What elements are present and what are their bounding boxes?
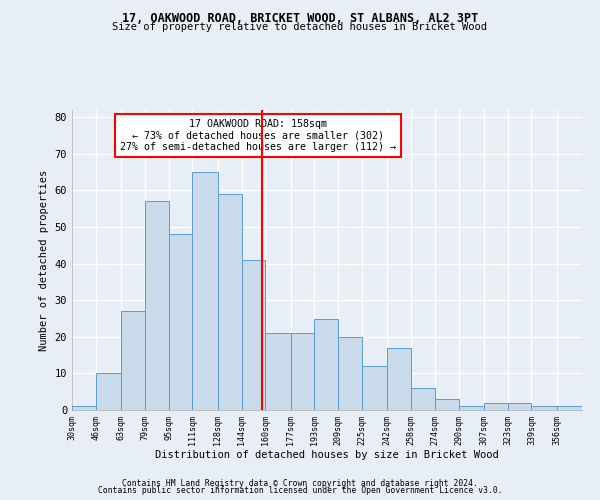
Text: Contains public sector information licensed under the Open Government Licence v3: Contains public sector information licen…: [98, 486, 502, 495]
Bar: [557, 406, 582, 410]
Text: 17 OAKWOOD ROAD: 158sqm
← 73% of detached houses are smaller (302)
27% of semi-d: 17 OAKWOOD ROAD: 158sqm ← 73% of detache…: [120, 119, 396, 152]
X-axis label: Distribution of detached houses by size in Bricket Wood: Distribution of detached houses by size …: [155, 450, 499, 460]
Bar: [290, 333, 314, 410]
Bar: [435, 399, 458, 410]
Bar: [458, 406, 484, 410]
Bar: [265, 333, 290, 410]
Bar: [145, 202, 169, 410]
Bar: [193, 172, 218, 410]
Text: Size of property relative to detached houses in Bricket Wood: Size of property relative to detached ho…: [113, 22, 487, 32]
Bar: [218, 194, 242, 410]
Y-axis label: Number of detached properties: Number of detached properties: [39, 170, 49, 350]
Bar: [387, 348, 411, 410]
Bar: [121, 311, 145, 410]
Bar: [362, 366, 387, 410]
Text: 17, OAKWOOD ROAD, BRICKET WOOD, ST ALBANS, AL2 3PT: 17, OAKWOOD ROAD, BRICKET WOOD, ST ALBAN…: [122, 12, 478, 26]
Bar: [508, 402, 532, 410]
Bar: [338, 337, 362, 410]
Bar: [169, 234, 193, 410]
Bar: [242, 260, 265, 410]
Text: Contains HM Land Registry data © Crown copyright and database right 2024.: Contains HM Land Registry data © Crown c…: [122, 478, 478, 488]
Bar: [411, 388, 435, 410]
Bar: [484, 402, 508, 410]
Bar: [314, 318, 338, 410]
Bar: [532, 406, 557, 410]
Bar: [72, 406, 96, 410]
Bar: [96, 374, 121, 410]
